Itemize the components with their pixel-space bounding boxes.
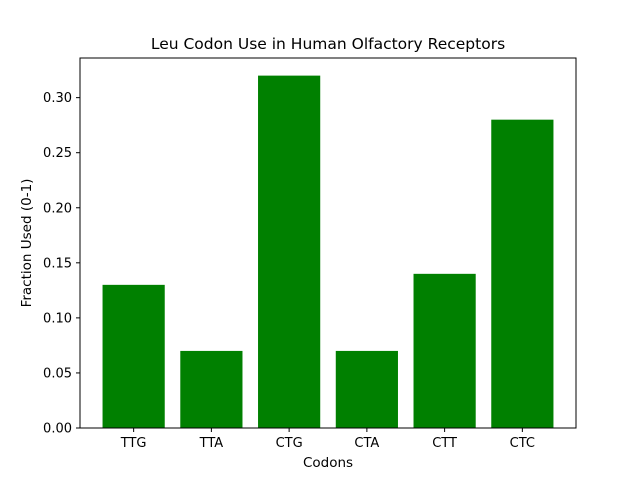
y-tick-label: 0.10 [43, 311, 72, 326]
x-tick-label: TTA [199, 436, 224, 451]
y-axis-ticks: 0.00 0.05 0.10 0.15 0.20 0.25 0.30 [43, 91, 80, 437]
y-tick-label: 0.25 [43, 146, 72, 161]
y-tick-label: 0.05 [43, 366, 72, 381]
y-tick-label: 0.20 [43, 201, 72, 216]
chart-title: Leu Codon Use in Human Olfactory Recepto… [151, 35, 505, 53]
y-tick-label: 0.00 [43, 422, 72, 437]
bar-ttg [102, 284, 165, 428]
y-axis-label: Fraction Used (0-1) [19, 179, 35, 308]
x-tick-label: CTG [276, 436, 303, 451]
x-axis-label: Codons [303, 455, 353, 471]
bar-cta [335, 350, 398, 428]
x-tick-label: CTT [432, 436, 457, 451]
plot-area-frame [79, 57, 577, 429]
x-axis-ticks: TTG TTA CTG CTA CTT CTC [120, 428, 535, 451]
y-tick-label: 0.30 [43, 91, 72, 106]
bar-tta [180, 350, 243, 428]
bar-ctt [413, 273, 476, 428]
y-tick-label: 0.15 [43, 256, 72, 271]
x-tick-label: CTA [354, 436, 379, 451]
bar-ctg [258, 75, 321, 428]
bars-layer [102, 75, 554, 429]
x-tick-label: CTC [510, 436, 535, 451]
bar-ctc [491, 119, 554, 429]
x-tick-label: TTG [120, 436, 147, 451]
